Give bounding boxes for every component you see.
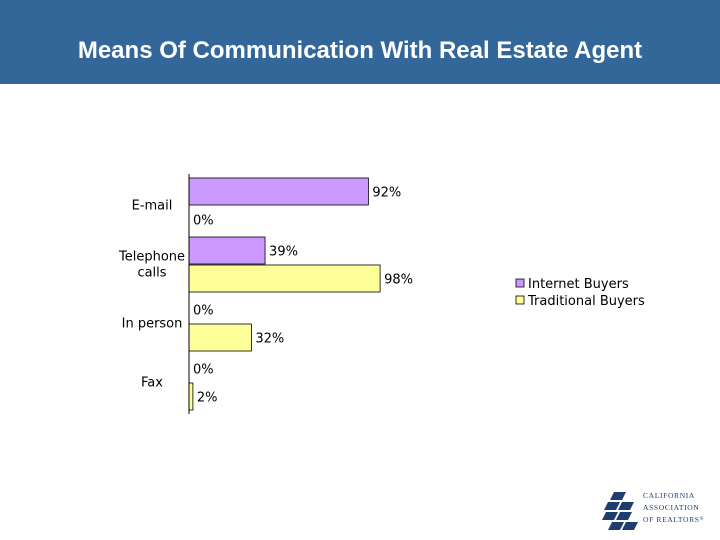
- bar-in-person-traditional-buyers: [188, 323, 252, 352]
- logo-wordmark: CALIFORNIA ASSOCIATION OF REALTORS®: [643, 491, 705, 524]
- data-label: 92%: [372, 186, 401, 201]
- bar-e-mail-internet-buyers: [188, 177, 369, 206]
- category-label: Telephone: [118, 250, 185, 265]
- data-label: 32%: [255, 332, 284, 347]
- category-label: In person: [122, 317, 183, 332]
- data-label: 39%: [269, 245, 298, 260]
- car-logo-icon: [602, 492, 638, 530]
- category-label: E-mail: [132, 199, 173, 214]
- bar-telephone-calls-traditional-buyers: [188, 264, 381, 293]
- legend-swatch: [515, 278, 525, 288]
- data-label: 2%: [197, 391, 218, 406]
- data-label: 0%: [193, 214, 214, 229]
- bars-layer: [188, 174, 381, 414]
- logo: CALIFORNIA ASSOCIATION OF REALTORS®: [600, 488, 715, 534]
- legend-label: Traditional Buyers: [527, 294, 645, 309]
- bar-telephone-calls-internet-buyers: [188, 236, 266, 265]
- page-title: Means Of Communication With Real Estate …: [77, 37, 643, 64]
- legend-label: Internet Buyers: [528, 277, 629, 292]
- legend: Internet Buyers Traditional Buyers: [515, 277, 645, 309]
- data-label: 0%: [193, 363, 214, 378]
- category-label: Fax: [141, 376, 163, 391]
- title-bar: Means Of Communication With Real Estate …: [0, 0, 720, 84]
- data-label: 98%: [384, 273, 413, 288]
- category-label: calls: [137, 266, 166, 281]
- legend-swatch: [515, 295, 525, 305]
- bar-fax-traditional-buyers: [188, 382, 194, 411]
- data-label: 0%: [193, 304, 214, 319]
